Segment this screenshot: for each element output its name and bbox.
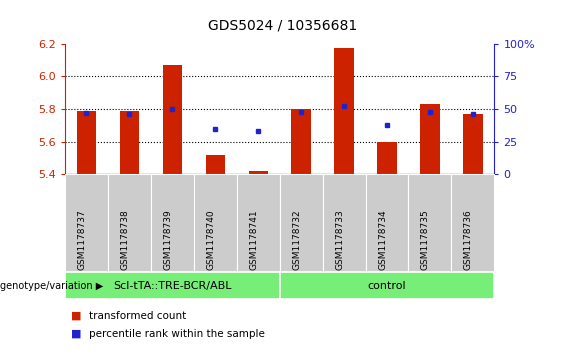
Text: percentile rank within the sample: percentile rank within the sample [89, 329, 264, 339]
Bar [120, 111, 139, 174]
Bar [420, 104, 440, 174]
Bar [377, 142, 397, 174]
Bar [249, 171, 268, 174]
Text: ■: ■ [71, 329, 81, 339]
Text: GSM1178738: GSM1178738 [120, 210, 129, 270]
Text: transformed count: transformed count [89, 311, 186, 321]
Text: Scl-tTA::TRE-BCR/ABL: Scl-tTA::TRE-BCR/ABL [113, 281, 232, 291]
Text: GSM1178734: GSM1178734 [378, 210, 387, 270]
Bar [163, 65, 182, 174]
Text: GSM1178735: GSM1178735 [421, 210, 430, 270]
Text: control: control [368, 281, 406, 291]
Bar [292, 109, 311, 174]
Text: GSM1178732: GSM1178732 [292, 210, 301, 270]
Text: GSM1178739: GSM1178739 [163, 210, 172, 270]
Text: GSM1178740: GSM1178740 [206, 210, 215, 270]
Text: ■: ■ [71, 311, 81, 321]
Text: GDS5024 / 10356681: GDS5024 / 10356681 [208, 18, 357, 32]
Bar [77, 111, 96, 174]
Text: GSM1178736: GSM1178736 [464, 210, 473, 270]
Bar [463, 114, 483, 174]
Text: GSM1178741: GSM1178741 [249, 210, 258, 270]
Text: GSM1178737: GSM1178737 [77, 210, 86, 270]
Bar [334, 49, 354, 174]
Bar [206, 155, 225, 174]
Text: genotype/variation ▶: genotype/variation ▶ [0, 281, 103, 291]
Text: GSM1178733: GSM1178733 [335, 210, 344, 270]
